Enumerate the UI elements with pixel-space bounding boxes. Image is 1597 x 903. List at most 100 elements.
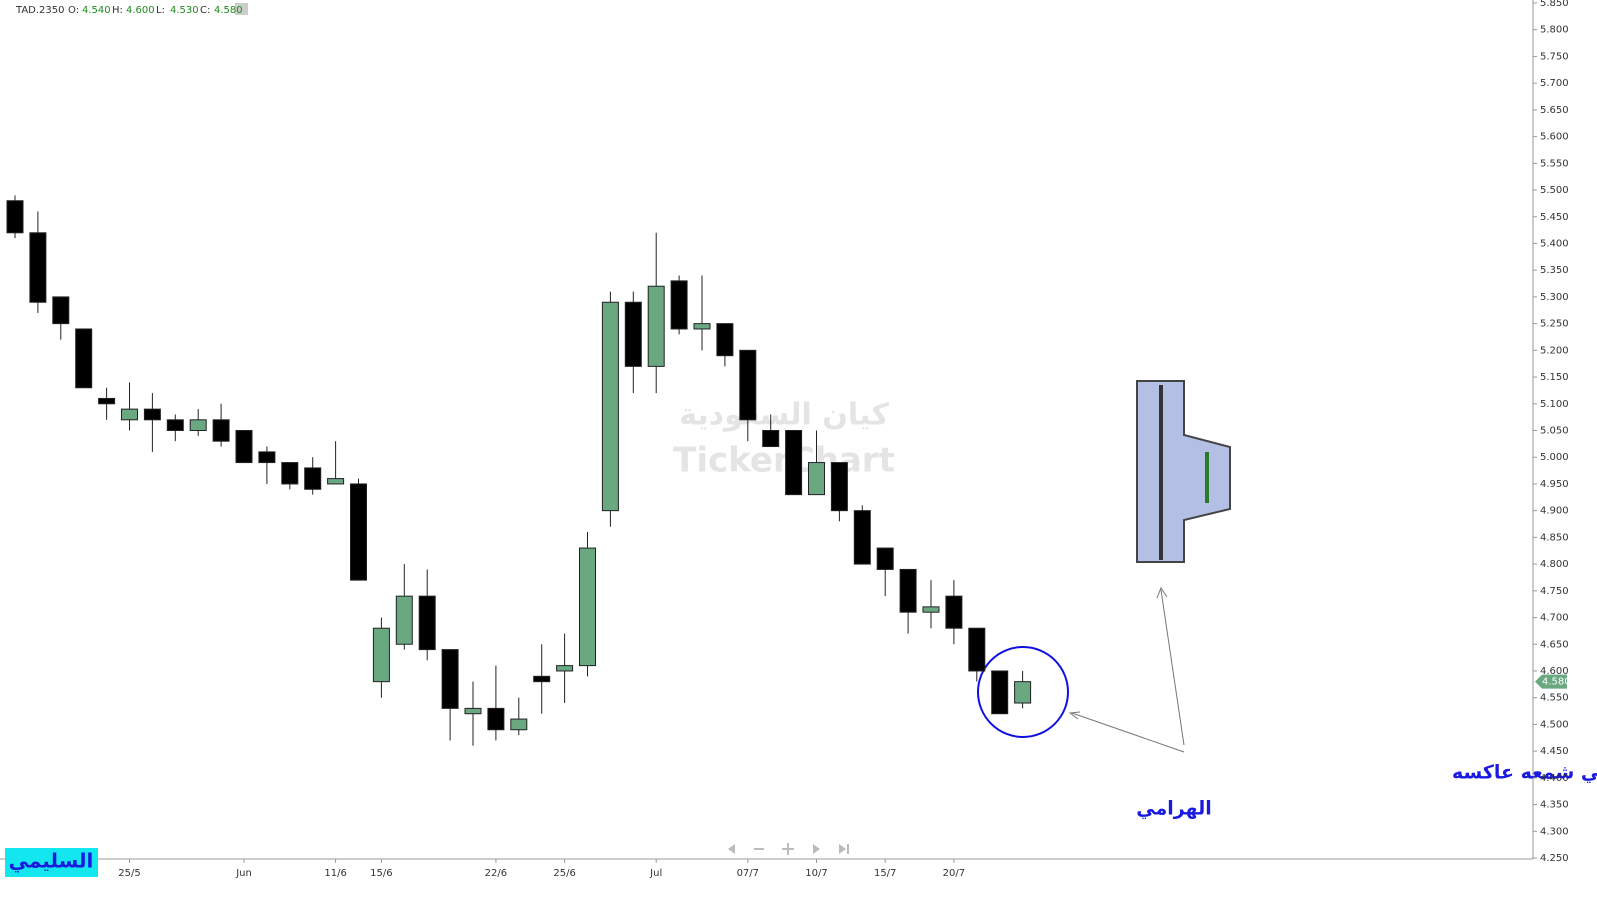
nav-zoom-out[interactable] (754, 848, 764, 850)
x-tick-label: 20/7 (943, 868, 965, 879)
candle-body (533, 675, 551, 683)
x-tick-label: 25/5 (118, 868, 140, 879)
y-tick-label: 4.250 (1540, 853, 1569, 864)
candle-body (647, 285, 665, 367)
candle-body (395, 595, 413, 645)
candle-body (189, 419, 207, 431)
y-tick-label: 5.750 (1540, 51, 1569, 62)
y-tick-label: 5.250 (1540, 319, 1569, 330)
ohlc-label: L: (156, 5, 165, 16)
y-tick-label: 4.850 (1540, 532, 1569, 543)
nav-end[interactable] (839, 844, 849, 854)
candle-body (556, 665, 574, 672)
candle-body (1014, 681, 1032, 704)
candle-body (693, 323, 711, 330)
candle-body (830, 462, 848, 512)
candle-body (75, 328, 93, 389)
candle-body (624, 301, 642, 367)
symbol: TAD.2350 (15, 5, 65, 16)
candle-body (853, 510, 871, 565)
y-tick-label: 4.900 (1540, 506, 1569, 517)
candle-body (510, 718, 528, 731)
candle-body (29, 232, 47, 303)
candle-body (441, 649, 459, 709)
y-tick-label: 4.650 (1540, 639, 1569, 650)
candle-body (716, 323, 734, 357)
logo-box (5, 848, 98, 877)
candle-body (6, 200, 24, 234)
y-tick-label: 5.300 (1540, 292, 1569, 303)
ohlc-value: 4.580 (214, 5, 243, 16)
arrow (1160, 589, 1185, 746)
last-price-label: 4.580 (1542, 677, 1571, 688)
annotation-text: شمعة المرأه الحامل ضهرت بكيان اليوم وهي … (1452, 760, 1597, 784)
y-tick-label: 4.950 (1540, 479, 1569, 490)
last-price-marker (1535, 674, 1567, 689)
candle-body (350, 483, 367, 581)
candle-body (52, 296, 70, 325)
candle-body (991, 670, 1009, 715)
ohlc-label: C: (200, 5, 210, 16)
candle-body (327, 478, 345, 485)
y-tick-label: 4.750 (1540, 586, 1569, 597)
y-tick-label: 4.400 (1540, 773, 1569, 784)
y-tick-label: 4.350 (1540, 800, 1569, 811)
candle-body (372, 627, 390, 683)
nav-controls (728, 843, 849, 855)
arrow-head (1156, 586, 1168, 599)
watermark: TickerChart (673, 441, 895, 481)
candle-body (945, 595, 963, 629)
candle-body (579, 547, 596, 667)
y-tick-label: 5.550 (1540, 158, 1569, 169)
watermark: كيان السعودية (679, 398, 889, 433)
ohlc-label: H: (112, 5, 123, 16)
y-tick-label: 5.350 (1540, 265, 1569, 276)
x-tick-label: 15/6 (370, 868, 392, 879)
x-tick-label: 07/7 (737, 868, 759, 879)
x-tick-label: 25/6 (553, 868, 575, 879)
ohlc-value: 4.540 (82, 5, 111, 16)
candle-body (281, 462, 299, 485)
candle-body (899, 568, 917, 613)
menu-button[interactable] (235, 3, 248, 15)
ohlc-value: 4.600 (126, 5, 155, 16)
ohlc-label: O: (68, 5, 79, 16)
candle-body (968, 627, 986, 672)
candle-body (143, 408, 161, 421)
nav-next[interactable] (813, 844, 820, 854)
x-tick-label: 10/7 (805, 868, 827, 879)
candle-body (304, 467, 322, 490)
candle-body (98, 397, 116, 405)
candle-body (258, 451, 276, 464)
x-tick-label: 15/7 (874, 868, 896, 879)
y-tick-label: 5.450 (1540, 212, 1569, 223)
candle-body (808, 462, 825, 496)
nav-prev[interactable] (728, 844, 735, 854)
candle-body (235, 430, 253, 464)
y-tick-label: 4.700 (1540, 613, 1569, 624)
candle-body (785, 430, 803, 496)
nav-zoom-in[interactable] (782, 843, 794, 855)
y-tick-label: 5.400 (1540, 238, 1569, 249)
candle-body (876, 547, 894, 570)
candle-body (487, 707, 505, 731)
y-tick-label: 4.300 (1540, 826, 1569, 837)
y-tick-label: 4.800 (1540, 559, 1569, 570)
x-tick-label: 22/6 (485, 868, 507, 879)
y-tick-label: 4.450 (1540, 746, 1569, 757)
y-tick-label: 5.600 (1540, 132, 1569, 143)
y-tick-label: 5.850 (1540, 0, 1569, 9)
candle-body (464, 707, 482, 715)
arrow (1071, 712, 1185, 753)
y-tick-label: 5.700 (1540, 78, 1569, 89)
highlight-circle (977, 646, 1069, 738)
x-tick-label: Jul (649, 868, 662, 879)
arrow-head (1068, 711, 1081, 720)
y-tick-label: 5.000 (1540, 452, 1569, 463)
y-tick-label: 5.150 (1540, 372, 1569, 383)
candle-body (601, 301, 619, 512)
y-tick-label: 5.050 (1540, 426, 1569, 437)
candle-body (739, 349, 757, 421)
y-tick-label: 5.650 (1540, 105, 1569, 116)
